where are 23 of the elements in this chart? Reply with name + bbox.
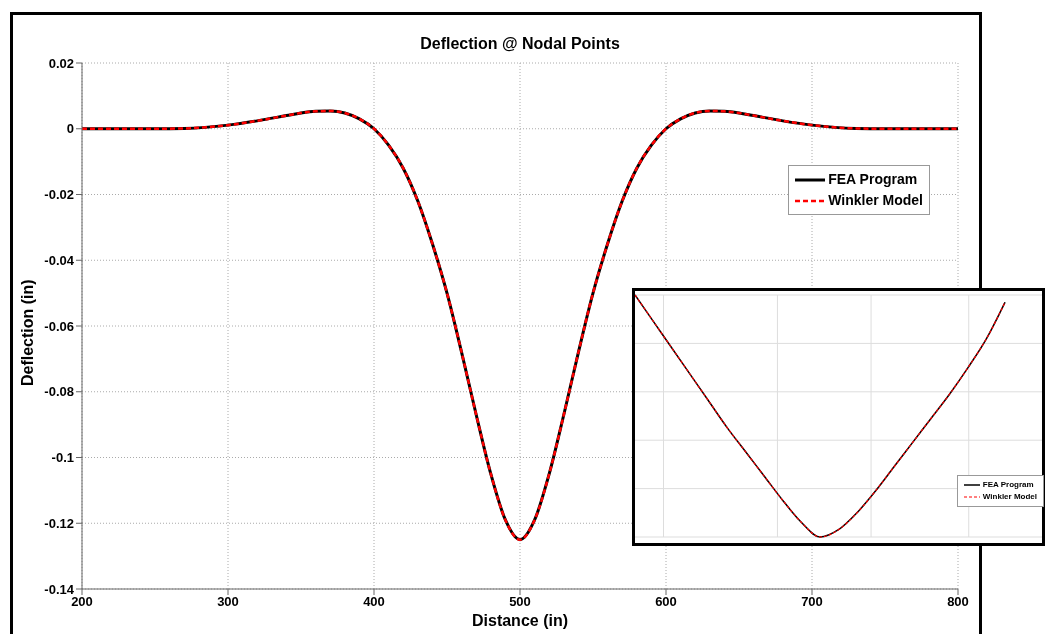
y-tick-label: 0 <box>66 121 74 137</box>
y-tick-label: -0.12 <box>44 515 74 531</box>
y-tick-label: -0.1 <box>51 450 74 466</box>
x-tick-label: 700 <box>801 594 823 610</box>
y-tick-label: -0.08 <box>44 384 74 400</box>
legend-label: Winkler Model <box>828 191 923 210</box>
x-tick-label: 400 <box>363 594 385 610</box>
x-axis-title: Distance (in) <box>471 612 569 629</box>
x-tick-label: 200 <box>71 594 93 610</box>
legend-label: Winkler Model <box>982 491 1037 503</box>
legend-label: FEA Program <box>982 479 1034 491</box>
y-tick-label: 0.02 <box>48 55 74 71</box>
x-tick-label: 500 <box>509 594 531 610</box>
y-tick-label: -0.04 <box>44 252 75 268</box>
y-axis-title: Deflection (in) <box>18 279 36 386</box>
y-tick-label: -0.06 <box>44 318 74 334</box>
x-tick-label: 800 <box>947 594 969 610</box>
y-tick-label: -0.14 <box>44 581 75 597</box>
y-tick-label: -0.02 <box>44 187 74 203</box>
x-tick-label: 300 <box>217 594 239 610</box>
legend-label: FEA Program <box>828 170 918 189</box>
chart-title: Deflection @ Nodal Points <box>419 35 621 53</box>
x-tick-label: 600 <box>655 594 677 610</box>
